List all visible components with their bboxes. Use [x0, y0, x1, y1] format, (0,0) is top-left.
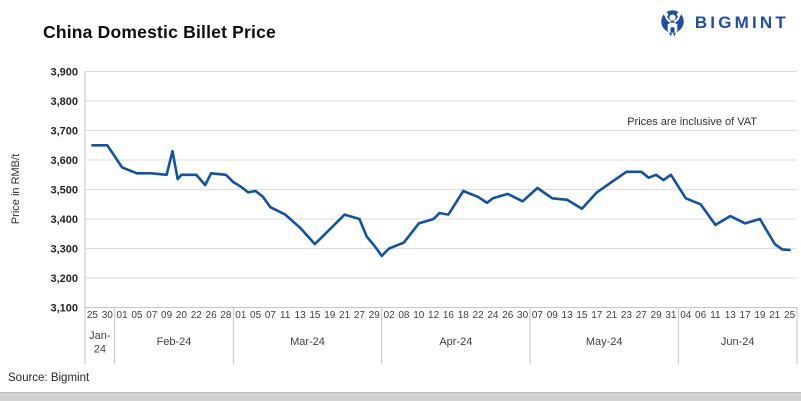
day-tick-label: 01 — [235, 310, 247, 321]
day-tick-label: 31 — [665, 310, 677, 321]
day-tick-label: 30 — [517, 310, 529, 321]
month-label: Mar-24 — [290, 336, 325, 348]
day-tick-label: 27 — [636, 310, 648, 321]
day-tick-label: 19 — [324, 310, 336, 321]
day-tick-label: 12 — [428, 310, 440, 321]
day-tick-label: 30 — [102, 310, 114, 321]
price-line — [91, 144, 791, 258]
month-label: Jun-24 — [721, 336, 755, 348]
source-note: Source: Bigmint — [8, 372, 90, 384]
month-label: May-24 — [586, 336, 623, 348]
day-tick-label: 10 — [413, 310, 425, 321]
day-tick-label: 21 — [339, 310, 351, 321]
day-tick-label: 07 — [532, 310, 544, 321]
day-tick-label: 09 — [161, 310, 173, 321]
day-tick-label: 16 — [443, 310, 455, 321]
day-tick-label: 29 — [369, 310, 381, 321]
day-tick-label: 21 — [606, 310, 618, 321]
day-tick-label: 13 — [725, 310, 737, 321]
day-tick-label: 19 — [754, 310, 766, 321]
day-tick-label: 29 — [651, 310, 663, 321]
day-tick-label: 22 — [473, 310, 485, 321]
y-tick-label: 3,900 — [50, 67, 78, 79]
page-title: China Domestic Billet Price — [43, 22, 276, 42]
y-tick-label: 3,500 — [50, 185, 78, 197]
bigmint-logo: BIGMINT — [657, 6, 789, 40]
day-tick-label: 01 — [117, 310, 129, 321]
month-label: Apr-24 — [439, 336, 472, 348]
bigmint-logo-icon — [661, 10, 684, 37]
day-tick-label: 08 — [398, 310, 410, 321]
day-tick-label: 06 — [695, 310, 707, 321]
y-tick-label: 3,800 — [50, 96, 78, 108]
day-tick-label: 13 — [295, 310, 307, 321]
day-tick-label: 09 — [547, 310, 559, 321]
day-tick-label: 15 — [309, 310, 321, 321]
day-tick-label: 20 — [176, 310, 188, 321]
day-tick-label: 23 — [621, 310, 633, 321]
y-tick-label: 3,300 — [50, 244, 78, 256]
y-tick-label: 3,200 — [50, 273, 78, 285]
day-tick-label: 25 — [784, 310, 796, 321]
day-tick-label: 26 — [206, 310, 218, 321]
day-tick-label: 05 — [250, 310, 262, 321]
y-axis-title: Price in RMB/t — [10, 153, 22, 225]
day-tick-label: 02 — [384, 310, 396, 321]
day-tick-label: 24 — [487, 310, 499, 321]
day-tick-label: 17 — [591, 310, 603, 321]
y-tick-label: 3,400 — [50, 214, 78, 226]
day-tick-label: 25 — [87, 310, 99, 321]
day-tick-label: 04 — [680, 310, 692, 321]
day-tick-label: 26 — [502, 310, 514, 321]
bigmint-logo-text: BIGMINT — [694, 13, 789, 32]
day-tick-label: 18 — [458, 310, 470, 321]
day-tick-label: 15 — [576, 310, 588, 321]
month-label: Feb-24 — [157, 336, 192, 348]
day-tick-label: 13 — [562, 310, 574, 321]
day-tick-label: 05 — [131, 310, 143, 321]
day-tick-label: 27 — [354, 310, 366, 321]
y-tick-label: 3,600 — [50, 155, 78, 167]
y-tick-label: 3,700 — [50, 126, 78, 138]
day-tick-label: 07 — [265, 310, 277, 321]
day-tick-label: 11 — [710, 310, 721, 321]
day-tick-label: 07 — [146, 310, 158, 321]
vat-annotation: Prices are inclusive of VAT — [627, 116, 757, 128]
month-label: Jan-24 — [89, 330, 111, 356]
day-tick-label: 11 — [280, 310, 291, 321]
day-tick-label: 22 — [191, 310, 203, 321]
bottom-gray-bar — [0, 392, 801, 401]
day-tick-label: 17 — [740, 310, 752, 321]
day-tick-label: 28 — [220, 310, 232, 321]
y-tick-label: 3,100 — [50, 303, 78, 315]
day-tick-label: 21 — [769, 310, 781, 321]
